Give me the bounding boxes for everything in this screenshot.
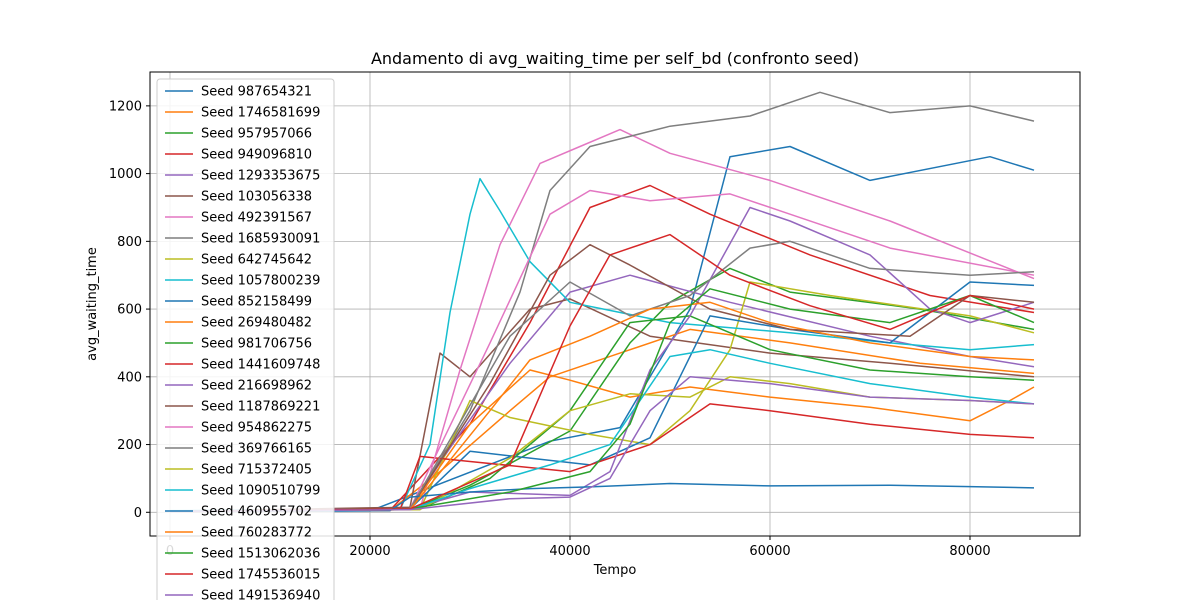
legend-label-16: Seed 954862275 [201, 421, 312, 436]
legend-label-7: Seed 1685930091 [201, 232, 320, 247]
y-tick-label-6: 1200 [109, 99, 142, 114]
series-line-24 [169, 376, 1035, 513]
legend-label-17: Seed 369766165 [201, 442, 312, 457]
y-tick-label-5: 1000 [109, 167, 142, 182]
legend-label-23: Seed 1745536015 [201, 568, 320, 583]
legend-box [156, 78, 335, 600]
legend-label-0: Seed 987654321 [201, 85, 312, 100]
legend-label-8: Seed 642745642 [201, 253, 312, 268]
x-axis-title: Tempo [593, 563, 637, 578]
legend-label-19: Seed 1090510799 [201, 484, 320, 499]
legend-label-5: Seed 103056338 [201, 190, 312, 205]
legend-label-1: Seed 1746581699 [201, 106, 320, 121]
series-line-7 [169, 91, 1035, 513]
series-line-0 [169, 145, 1035, 513]
series-line-21 [169, 301, 1035, 513]
legend-label-9: Seed 1057800239 [201, 274, 320, 289]
series-line-17 [169, 240, 1035, 513]
legend: Seed 987654321 Seed 1746581699 Seed 957957… [156, 78, 335, 600]
series-line-1 [169, 328, 1035, 513]
series-line-20 [169, 482, 1035, 513]
legend-label-18: Seed 715372405 [201, 463, 312, 478]
legend-label-15: Seed 1187869221 [201, 400, 320, 415]
y-tick-label-2: 400 [117, 370, 142, 385]
legend-label-10: Seed 852158499 [201, 295, 312, 310]
chart-title: Andamento di avg_waiting_time per self_b… [371, 49, 859, 69]
legend-label-2: Seed 957957066 [201, 127, 312, 142]
legend-label-12: Seed 981706756 [201, 337, 312, 352]
series-line-13 [169, 403, 1035, 513]
y-tick-label-0: 0 [134, 506, 142, 521]
x-tick-label-3: 60000 [749, 544, 790, 559]
plot-frame [149, 71, 1081, 537]
legend-label-4: Seed 1293353675 [201, 169, 320, 184]
y-tick-label-1: 200 [117, 438, 142, 453]
series-line-23 [169, 233, 1035, 513]
series-line-15 [169, 243, 1035, 513]
series-line-5 [169, 298, 1035, 513]
y-axis-title: avg_waiting_time [85, 247, 100, 361]
series-line-11 [169, 369, 1035, 513]
series-line-6 [169, 128, 1035, 512]
x-tick-label-2: 40000 [549, 544, 590, 559]
legend-label-22: Seed 1513062036 [201, 547, 320, 562]
legend-label-6: Seed 492391567 [201, 211, 312, 226]
legend-label-24: Seed 1491536940 [201, 589, 320, 600]
x-tick-label-1: 20000 [349, 544, 390, 559]
series-line-22 [169, 288, 1035, 513]
series-line-19 [169, 348, 1035, 513]
legend-label-3: Seed 949096810 [201, 148, 312, 163]
y-tick-label-3: 600 [117, 303, 142, 318]
series-line-16 [169, 189, 1035, 513]
legend-label-11: Seed 269480482 [201, 316, 312, 331]
legend-label-21: Seed 760283772 [201, 526, 312, 541]
legend-label-13: Seed 1441609748 [201, 358, 320, 373]
series-line-10 [169, 281, 1035, 513]
y-tick-label-4: 800 [117, 235, 142, 250]
legend-label-20: Seed 460955702 [201, 505, 312, 520]
legend-label-14: Seed 216698962 [201, 379, 312, 394]
x-tick-label-4: 80000 [949, 544, 990, 559]
